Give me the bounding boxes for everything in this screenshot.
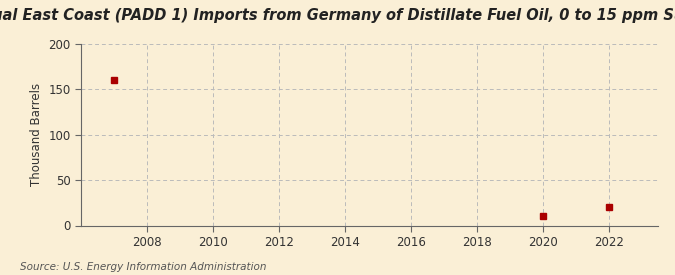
Y-axis label: Thousand Barrels: Thousand Barrels	[30, 83, 43, 186]
Text: Annual East Coast (PADD 1) Imports from Germany of Distillate Fuel Oil, 0 to 15 : Annual East Coast (PADD 1) Imports from …	[0, 8, 675, 23]
Text: Source: U.S. Energy Information Administration: Source: U.S. Energy Information Administ…	[20, 262, 267, 272]
